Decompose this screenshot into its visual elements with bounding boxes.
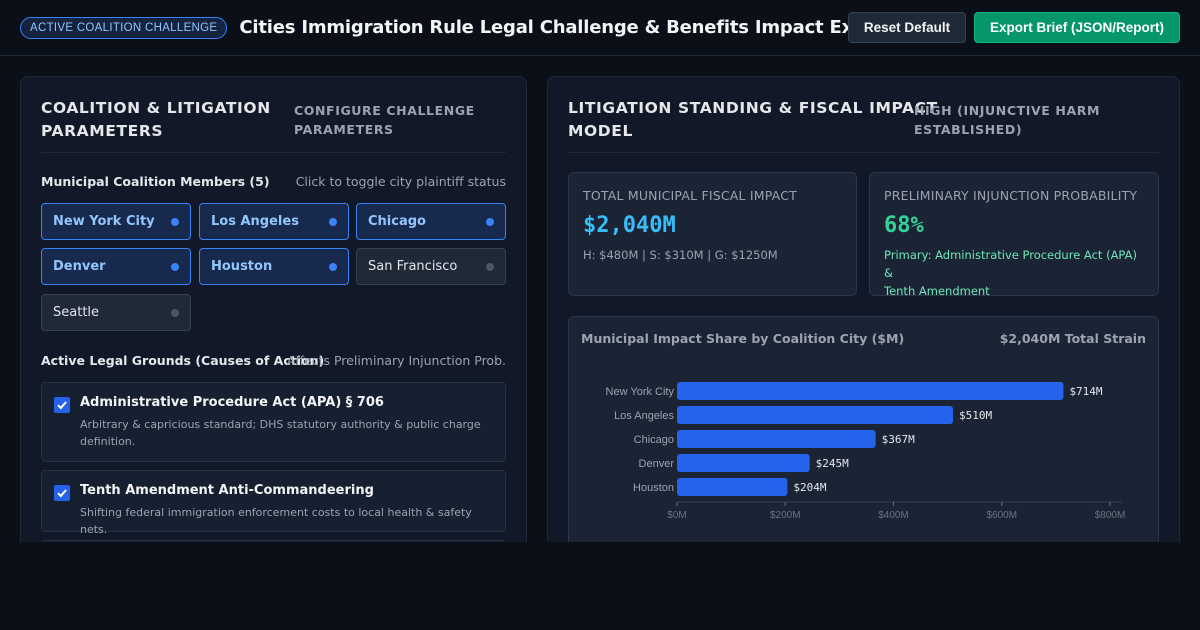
bar <box>677 478 788 496</box>
category-label: New York City <box>606 386 675 398</box>
legal-ground-card[interactable] <box>41 540 506 542</box>
reset-default-button[interactable]: Reset Default <box>848 12 966 43</box>
category-label: Denver <box>639 458 675 470</box>
status-dot-icon <box>171 309 179 317</box>
kpi-label: PRELIMINARY INJUNCTION PROBABILITY <box>884 188 1138 203</box>
panel-header: LITIGATION STANDING & FISCAL IMPACT MODE… <box>568 77 1159 153</box>
kpi-fiscal-impact: TOTAL MUNICIPAL FISCAL IMPACT $2,040M H:… <box>568 172 857 296</box>
legal-grounds-hint: Affects Preliminary Injunction Prob. <box>286 353 506 368</box>
city-toggle-san-francisco[interactable]: San Francisco <box>356 248 506 285</box>
coalition-members-label: Municipal Coalition Members (5) <box>41 174 270 189</box>
tick-label: $0M <box>667 510 686 521</box>
coalition-parameters-panel: COALITION & LITIGATION PARAMETERS CONFIG… <box>20 76 527 542</box>
tick-label: $400M <box>878 510 909 521</box>
data-label: $204M <box>793 481 826 494</box>
data-label: $714M <box>1069 385 1102 398</box>
checkbox-checked-icon[interactable] <box>54 397 70 413</box>
city-toggle-seattle[interactable]: Seattle <box>41 294 191 331</box>
category-label: Chicago <box>634 434 674 446</box>
fiscal-impact-panel: LITIGATION STANDING & FISCAL IMPACT MODE… <box>547 76 1180 542</box>
standing-status: HIGH (INJUNCTIVE HARM ESTABLISHED) <box>914 103 1100 137</box>
impact-bar-chart: New York City $714M Los Angeles $510M Chicag… <box>606 382 1126 521</box>
export-brief-button[interactable]: Export Brief (JSON/Report) <box>974 12 1180 43</box>
chart-total: $2,040M Total Strain <box>999 331 1146 346</box>
tick-label: $600M <box>986 510 1017 521</box>
bar <box>677 406 954 424</box>
kpi-value: $2,040M <box>583 213 676 238</box>
status-dot-icon <box>171 218 179 226</box>
city-toggle-los-angeles[interactable]: Los Angeles <box>199 203 349 240</box>
panel-title: LITIGATION STANDING & FISCAL IMPACT MODE… <box>568 99 938 140</box>
status-dot-icon <box>171 263 179 271</box>
status-dot-icon <box>329 218 337 226</box>
bar <box>677 430 876 448</box>
status-dot-icon <box>486 263 494 271</box>
main-content[interactable]: COALITION & LITIGATION PARAMETERS CONFIG… <box>0 56 1200 542</box>
city-toggle-houston[interactable]: Houston <box>199 248 349 285</box>
kpi-breakdown: H: $480M | S: $310M | G: $1250M <box>583 248 778 262</box>
data-label: $245M <box>816 457 849 470</box>
legal-ground-title: Tenth Amendment Anti-Commandeering <box>80 483 374 498</box>
status-badge: ACTIVE COALITION CHALLENGE <box>20 16 228 39</box>
city-toggle-chicago[interactable]: Chicago <box>356 203 506 240</box>
app-header: ACTIVE COALITION CHALLENGE Cities Immigr… <box>0 0 1200 56</box>
chart-title: Municipal Impact Share by Coalition City… <box>581 331 905 346</box>
legal-ground-apa[interactable]: Administrative Procedure Act (APA) § 706… <box>41 382 506 462</box>
tick-label: $200M <box>770 510 801 521</box>
coalition-members-hint: Click to toggle city plaintiff status <box>295 174 506 189</box>
bar <box>677 454 810 472</box>
category-label: Los Angeles <box>614 410 674 422</box>
page-title: Cities Immigration Rule Legal Challenge … <box>239 17 914 38</box>
data-label: $510M <box>959 409 992 422</box>
category-label: Houston <box>633 482 674 494</box>
kpi-value: 68% <box>884 213 924 238</box>
kpi-injunction-probability: PRELIMINARY INJUNCTION PROBABILITY 68% P… <box>869 172 1159 298</box>
legal-grounds-label: Active Legal Grounds (Causes of Action) <box>41 353 325 368</box>
status-dot-icon <box>329 263 337 271</box>
legal-ground-description: Shifting federal immigration enforcement… <box>80 506 472 536</box>
impact-chart-card: Municipal Impact Share by Coalition City… <box>568 316 1159 542</box>
kpi-label: TOTAL MUNICIPAL FISCAL IMPACT <box>583 188 797 203</box>
city-toggle-denver[interactable]: Denver <box>41 248 191 285</box>
legal-ground-title: Administrative Procedure Act (APA) § 706 <box>80 395 384 410</box>
tick-label: $800M <box>1095 510 1126 521</box>
checkbox-checked-icon[interactable] <box>54 485 70 501</box>
status-dot-icon <box>486 218 494 226</box>
data-label: $367M <box>882 433 915 446</box>
panel-header: COALITION & LITIGATION PARAMETERS CONFIG… <box>41 77 506 153</box>
legal-ground-description: Arbitrary & capricious standard; DHS sta… <box>80 418 481 448</box>
panel-title: COALITION & LITIGATION PARAMETERS <box>41 99 271 140</box>
bar <box>677 382 1064 400</box>
legal-ground-tenth-amendment[interactable]: Tenth Amendment Anti-Commandeering Shift… <box>41 470 506 536</box>
panel-subtitle: CONFIGURE CHALLENGE PARAMETERS <box>294 103 475 137</box>
city-toggle-new-york-city[interactable]: New York City <box>41 203 191 240</box>
kpi-note: Primary: Administrative Procedure Act (A… <box>884 248 1137 298</box>
